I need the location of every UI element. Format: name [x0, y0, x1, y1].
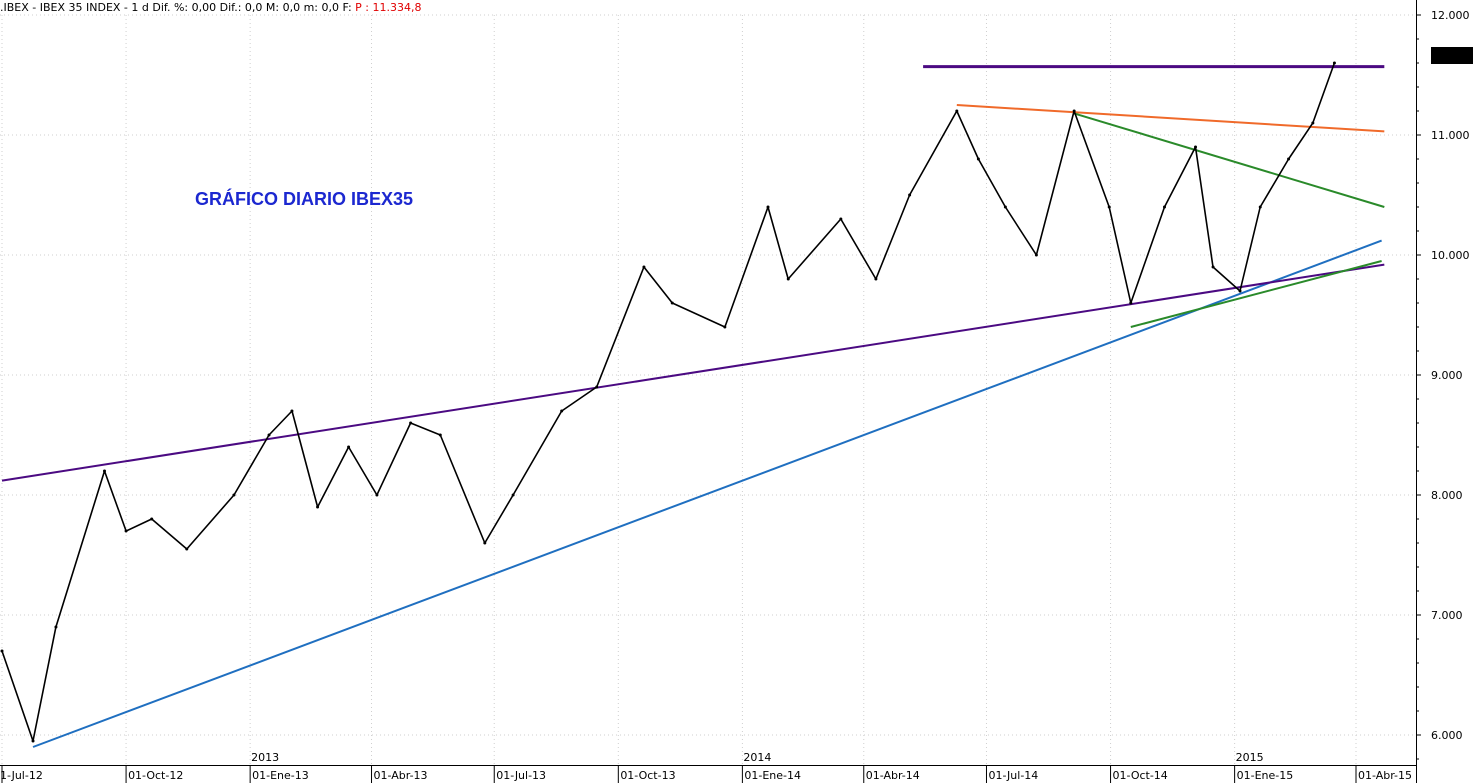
last-price-marker	[1431, 47, 1473, 64]
price-point	[150, 517, 154, 521]
x-tick-label: 01-Abr-14	[866, 769, 920, 782]
price-point	[267, 433, 271, 437]
price-point	[1238, 289, 1242, 293]
price-point	[316, 505, 320, 509]
price-point	[54, 625, 58, 629]
chart-header: .IBEX - IBEX 35 INDEX - 1 d Dif. %: 0,00…	[0, 0, 1416, 15]
x-tick-label: 01-Oct-14	[1113, 769, 1168, 782]
y-tick-label: 10.000	[1431, 249, 1470, 262]
price-point	[976, 157, 980, 161]
price-point	[560, 409, 564, 413]
instrument-info: .IBEX - IBEX 35 INDEX - 1 d Dif. %: 0,00…	[0, 1, 352, 14]
x-tick-labels: 1-Jul-12 01-Oct-12 01-Ene-13 01-Abr-13 01-Ju…	[0, 769, 1412, 782]
y-tick-label: 12.000	[1431, 9, 1470, 22]
price-point	[1211, 265, 1215, 269]
trendline	[1130, 260, 1382, 328]
year-label: 2014	[743, 751, 771, 764]
y-tick-label: 8.000	[1431, 489, 1463, 502]
x-tick-label: 01-Abr-13	[374, 769, 428, 782]
x-tick-label: 01-Ene-14	[744, 769, 801, 782]
trendlines	[1, 65, 1385, 748]
price-point	[375, 493, 379, 497]
x-tick-label: 1-Jul-12	[0, 769, 43, 782]
x-tick-label: 01-Ene-15	[1237, 769, 1294, 782]
price-point	[1072, 109, 1076, 113]
price-series	[0, 61, 1336, 743]
price-point	[232, 493, 236, 497]
price-point	[786, 277, 790, 281]
x-tick-label: 01-Oct-12	[128, 769, 183, 782]
trendline	[1, 263, 1385, 482]
chart-title: GRÁFICO DIARIO IBEX35	[195, 188, 413, 209]
price-point	[595, 385, 599, 389]
price-point	[438, 433, 442, 437]
price-line	[1, 62, 1336, 742]
price-point	[1332, 61, 1336, 65]
price-point	[0, 649, 4, 653]
trendline	[956, 104, 1385, 133]
axes	[0, 0, 1421, 783]
price-point	[1107, 205, 1111, 209]
price-point	[31, 739, 35, 743]
price-point	[670, 301, 674, 305]
price-point	[723, 325, 727, 329]
year-labels: 2013 2014 2015	[251, 751, 1263, 764]
price-point	[347, 445, 351, 449]
price-point	[874, 277, 878, 281]
price-point	[1129, 301, 1133, 305]
year-label: 2015	[1236, 751, 1264, 764]
x-tick-label: 01-Jul-13	[496, 769, 546, 782]
price-point	[955, 109, 959, 113]
y-tick-labels: 6.000 7.000 8.000 9.000 10.000 11.000 12.000	[1431, 9, 1470, 742]
price-point	[1287, 157, 1291, 161]
price-point	[409, 421, 413, 425]
price-point	[1194, 145, 1198, 149]
last-price: P : 11.334,8	[355, 1, 422, 14]
price-point	[1003, 205, 1007, 209]
trendline	[1073, 112, 1385, 208]
x-tick-label: 01-Ene-13	[252, 769, 309, 782]
price-point	[908, 193, 912, 197]
x-tick-label: 01-Oct-13	[620, 769, 675, 782]
y-tick-label: 11.000	[1431, 129, 1470, 142]
grid	[0, 14, 1416, 765]
trendline	[32, 239, 1382, 748]
price-point	[1162, 205, 1166, 209]
y-tick-label: 7.000	[1431, 609, 1463, 622]
price-point	[1034, 253, 1038, 257]
price-point	[102, 469, 106, 473]
x-tick-label: 01-Abr-15	[1358, 769, 1412, 782]
price-point	[124, 529, 128, 533]
x-tick-label: 01-Jul-14	[988, 769, 1038, 782]
price-point	[839, 217, 843, 221]
y-tick-label: 9.000	[1431, 369, 1463, 382]
price-point	[290, 409, 294, 413]
price-point	[185, 547, 189, 551]
price-point	[483, 541, 487, 545]
price-point	[1311, 121, 1315, 125]
price-point	[511, 493, 515, 497]
price-point	[766, 205, 770, 209]
price-point	[1258, 205, 1262, 209]
price-point	[642, 265, 646, 269]
y-tick-label: 6.000	[1431, 729, 1463, 742]
year-label: 2013	[251, 751, 279, 764]
